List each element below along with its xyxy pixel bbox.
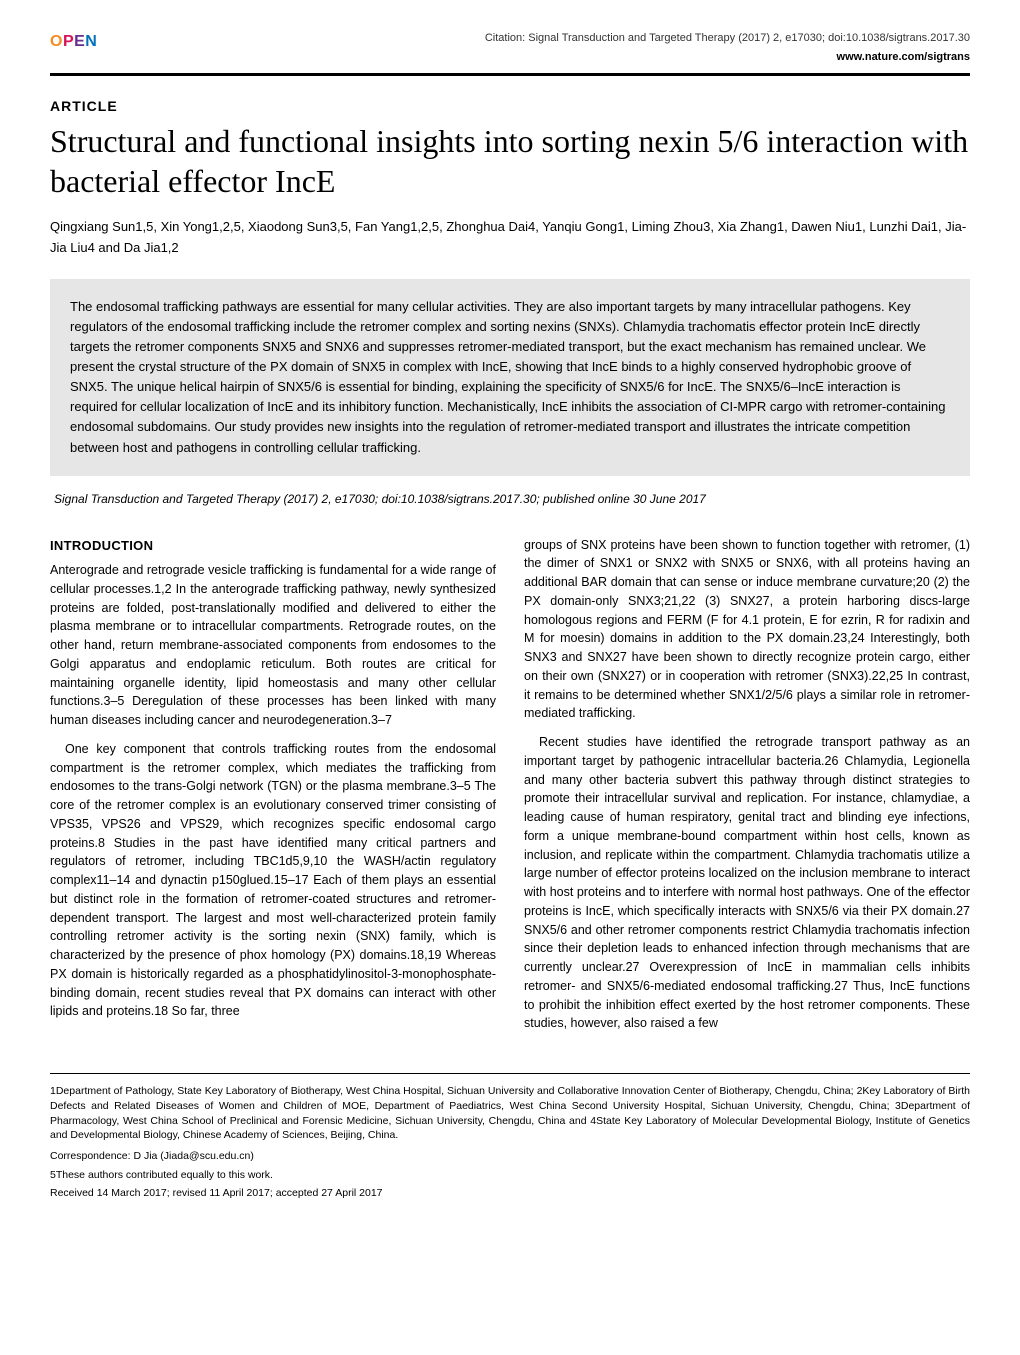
pub-year-vol: (2017) 2, [284, 492, 332, 506]
website-url[interactable]: www.nature.com/sigtrans [485, 49, 970, 66]
header-row: OPEN Citation: Signal Transduction and T… [50, 30, 970, 76]
intro-p2: One key component that controls traffick… [50, 740, 496, 1021]
left-column: INTRODUCTION Anterograde and retrograde … [50, 536, 496, 1044]
author-list: Qingxiang Sun1,5, Xin Yong1,2,5, Xiaodon… [50, 217, 970, 259]
open-letter-e: E [74, 33, 85, 50]
publication-line: Signal Transduction and Targeted Therapy… [50, 490, 970, 508]
article-title: Structural and functional insights into … [50, 121, 970, 201]
intro-p4: Recent studies have identified the retro… [524, 733, 970, 1033]
open-access-badge: OPEN [50, 30, 97, 54]
open-letter-o: O [50, 33, 63, 50]
citation-block: Citation: Signal Transduction and Target… [485, 30, 970, 65]
pub-pages: e17030; doi:10.1038/sigtrans.2017.30; pu… [335, 492, 706, 506]
abstract-box: The endosomal trafficking pathways are e… [50, 279, 970, 476]
intro-p3: groups of SNX proteins have been shown t… [524, 536, 970, 724]
right-column: groups of SNX proteins have been shown t… [524, 536, 970, 1044]
article-label: ARTICLE [50, 96, 970, 117]
journal-name: Signal Transduction and Targeted Therapy [54, 492, 280, 506]
citation-text: Citation: Signal Transduction and Target… [485, 30, 970, 47]
intro-heading: INTRODUCTION [50, 536, 496, 556]
open-letter-p: P [63, 33, 74, 50]
manuscript-dates: Received 14 March 2017; revised 11 April… [50, 1186, 970, 1202]
footer-rule [50, 1073, 970, 1074]
intro-p1: Anterograde and retrograde vesicle traff… [50, 561, 496, 730]
equal-contribution-note: 5These authors contributed equally to th… [50, 1168, 970, 1184]
body-columns: INTRODUCTION Anterograde and retrograde … [50, 536, 970, 1044]
affiliations: 1Department of Pathology, State Key Labo… [50, 1084, 970, 1143]
correspondence: Correspondence: D Jia (Jiada@scu.edu.cn) [50, 1149, 970, 1165]
open-letter-n: N [85, 33, 97, 50]
